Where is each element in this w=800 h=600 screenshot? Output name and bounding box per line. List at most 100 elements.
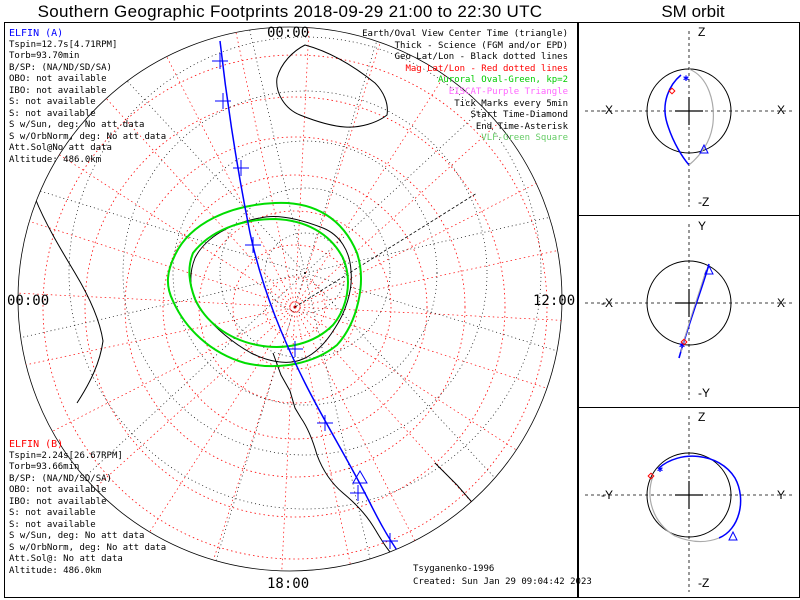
sm-axis-right: Y — [777, 488, 786, 502]
auroral-oval — [167, 201, 362, 368]
grid-meridian — [18, 272, 306, 345]
grid-meridian — [294, 306, 562, 406]
grid-meridian — [304, 272, 377, 571]
elfin-a-info-line: S: not available — [9, 97, 96, 107]
legend-entry: EISCAT-Purple Triangle — [448, 86, 568, 97]
elfin-a-info-line: Att.Sol@No att data — [9, 143, 112, 153]
legend-entry: Tick Marks every 5min — [454, 98, 568, 109]
grid-meridian — [210, 272, 306, 571]
sm-axis-right: X — [777, 103, 786, 117]
sm-axis-bottom: -Z — [698, 195, 710, 209]
grid-meridian — [294, 38, 469, 308]
grid-meridian — [294, 92, 533, 308]
sm-axis-left: -Y — [601, 488, 613, 502]
grid-meridian — [304, 272, 562, 368]
elfin-a-name: ELFIN (A) — [9, 28, 64, 39]
grid-meridian — [294, 160, 562, 308]
earth-circle — [646, 260, 732, 346]
elfin-a-info: ELFIN (A) Tspin=12.7s[4.71RPM] Torb=93.70… — [9, 28, 166, 166]
polar-map-panel: 00:00 00:00 12:00 18:00 ELFIN (A) Tspin=… — [4, 22, 592, 598]
elfin-b-info-line: B/SP: (NA/ND/SD/SA) — [9, 473, 112, 484]
grid-meridian — [304, 55, 540, 274]
elfin-a-center-triangle — [352, 470, 368, 484]
grid-meridian — [26, 133, 296, 308]
elfin-a-tickmarks — [212, 53, 398, 549]
africa-outline — [34, 197, 104, 404]
elfin-b-name: ELFIN (B) — [9, 439, 64, 450]
elfin-a-info-line: S: not available — [9, 108, 96, 119]
sm-axis-bottom: -Y — [698, 386, 710, 400]
grid-meridian — [57, 306, 296, 522]
elfin-a-info-line: OBO: not available — [9, 74, 107, 84]
legend-entry: End Time-Asterisk — [475, 121, 568, 132]
elfin-b-info-line: Altitude: 486.0km — [9, 565, 102, 576]
grid-meridian — [294, 27, 312, 308]
mlt-label-right: 12:00 — [533, 293, 576, 309]
antarctica-outline — [190, 215, 352, 419]
sm-axis-top: Y — [698, 219, 707, 233]
grid-meridian — [304, 272, 523, 508]
grid-meridian — [18, 306, 296, 454]
grid-meridian — [18, 208, 296, 308]
created-timestamp: Created: Sun Jan 29 09:04:42 2023 — [413, 577, 592, 587]
legend-entry: Earth/Oval View Center Time (triangle) — [362, 29, 568, 39]
elfin-b-info-line: IBO: not available — [9, 496, 107, 507]
sm-panel-yz: ✱ Z -Z -Y Y — [578, 407, 800, 598]
grid-meridian — [278, 306, 296, 571]
elfin-b-info-line: S: not available — [9, 519, 96, 530]
elfin-a-info-line: S w/OrbNorm, deg: No att data — [9, 131, 167, 142]
elfin-a-track — [219, 40, 408, 564]
grid-meridian — [148, 27, 296, 308]
legend-entry: Geo Lat/Lon - Black dotted lines — [394, 52, 568, 63]
geo-latlon-grid — [68, 36, 542, 510]
elfin-a-orbit — [664, 74, 690, 166]
elfin-a-info-line: IBO: not available — [9, 85, 107, 96]
page-title: Southern Geographic Footprints 2018-09-2… — [37, 2, 543, 21]
grid-meridian — [87, 38, 306, 274]
sm-axis-bottom: -Z — [698, 576, 710, 590]
grid-meridian — [304, 27, 400, 274]
mag-latlon-grid — [18, 27, 562, 571]
grid-meridian — [227, 27, 296, 308]
sm-axis-left: -X — [601, 296, 613, 310]
grid-meridian — [18, 290, 296, 308]
grid-meridian — [18, 306, 296, 375]
legend-entry: Start Time-Diamond — [470, 110, 568, 121]
earth-circle — [646, 452, 732, 538]
sm-orbit-title: SM orbit — [661, 2, 725, 21]
elfin-b-info-line: S w/Sun, deg: No att data — [9, 531, 145, 541]
legend-entry: VLF-Green Square — [481, 133, 568, 144]
sm-panel-xy: ✱ Y -Y -X X — [578, 215, 800, 408]
mlt-label-bottom: 18:00 — [267, 576, 310, 592]
elfin-a-info-line: B/SP: (NA/ND/SD/SA) — [9, 62, 112, 73]
map-horizon — [17, 26, 563, 572]
sm-axis-top: Z — [698, 410, 706, 424]
legend-entry: Thick - Science (FGM and/or EPD) — [394, 40, 568, 51]
elfin-b-info-line: Torb=93.66min — [9, 462, 80, 472]
legend-entry: Auroral Oval-Green, kp=2 — [437, 75, 568, 86]
sm-axis-right: X — [777, 296, 786, 310]
elfin-b-info-line: Tspin=2.24s[26.67RPM] — [9, 450, 123, 461]
grid-meridian — [304, 201, 562, 274]
grid-meridian — [70, 272, 306, 491]
svg-text:✱: ✱ — [657, 464, 663, 475]
south-america-outline — [300, 417, 401, 564]
grid-meridian — [294, 27, 394, 308]
mlt-label-top: 00:00 — [267, 25, 310, 41]
grid-meridian — [18, 178, 306, 274]
elfin-a-info-line: Tspin=12.7s[4.71RPM] — [9, 39, 118, 50]
elfin-b-info-line: S: not available — [9, 508, 96, 518]
elfin-a-info-line: Altitude: 486.0km — [9, 154, 102, 165]
elfin-b-info-line: OBO: not available — [9, 485, 107, 495]
polar-map — [17, 26, 563, 572]
grid-meridian — [121, 306, 296, 571]
elfin-b-info-line: Att.Sol@: No att data — [9, 554, 123, 564]
grid-meridian — [294, 239, 562, 308]
model-label: Tsyganenko-1996 — [413, 564, 495, 574]
grid-meridian — [233, 27, 306, 274]
svg-text:✱: ✱ — [683, 73, 689, 84]
legend-entry: Mag Lat/Lon - Red dotted lines — [405, 63, 568, 74]
legend: Earth/Oval View Center Time (triangle) Th… — [362, 29, 568, 145]
elfin-b-info: ELFIN (B) Tspin=2.24s[26.67RPM] Torb=93.6… — [9, 439, 166, 577]
svg-text:✱: ✱ — [679, 340, 685, 351]
